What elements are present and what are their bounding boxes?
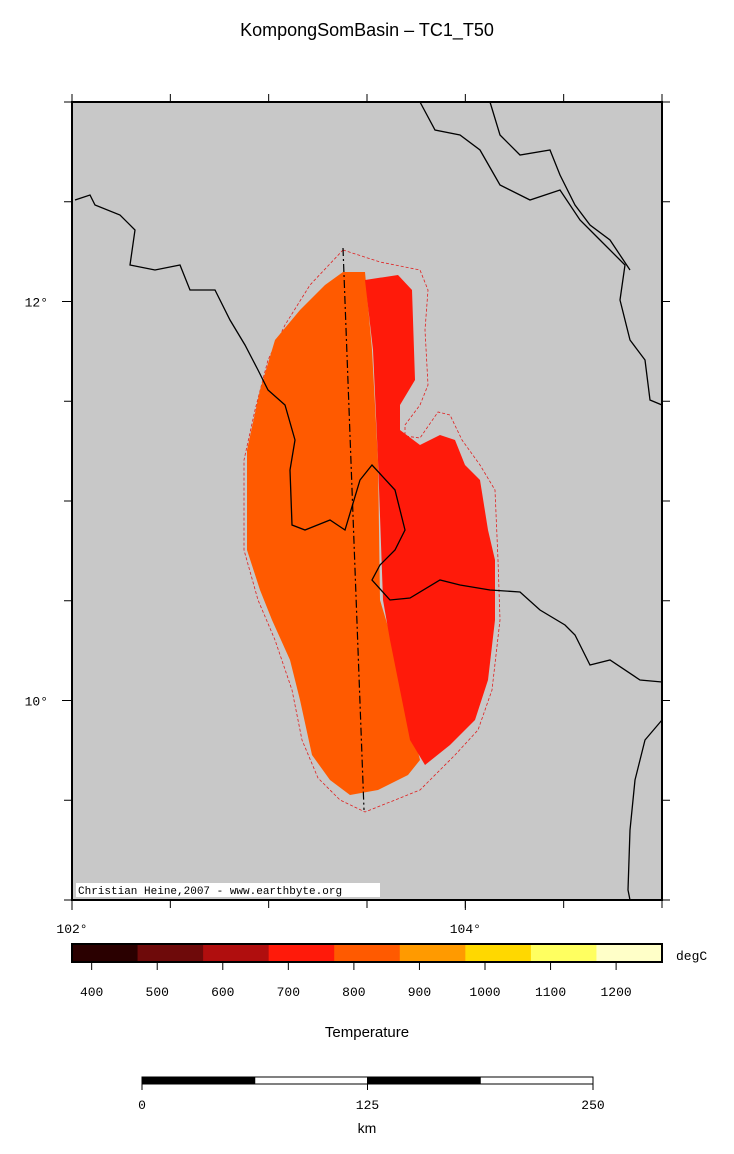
scalebar-segment xyxy=(254,1076,368,1085)
colorbar-tick-label: 1000 xyxy=(469,985,500,1000)
scalebar-segment xyxy=(367,1076,481,1085)
credit: Christian Heine,2007 - www.earthbyte.org xyxy=(78,886,342,898)
scalebar-segment xyxy=(141,1076,256,1085)
temperature-800 xyxy=(247,272,420,795)
title: KompongSomBasin – TC1_T50 xyxy=(240,20,494,41)
scalebar: km 0 125 250 xyxy=(138,1076,605,1136)
outline-dashed xyxy=(243,249,501,813)
temperature-700 xyxy=(365,275,495,765)
colorbar-swatch xyxy=(203,944,270,962)
colorbar-swatch xyxy=(72,944,139,962)
colorbar-tick-label: 1100 xyxy=(535,985,566,1000)
colorbar-tick-label: 600 xyxy=(211,985,234,1000)
scalebar-tick-label: 250 xyxy=(581,1098,604,1113)
colorbar-tick-label: 900 xyxy=(408,985,431,1000)
colorbar-swatch xyxy=(465,944,532,962)
lon-tick-label: 102° xyxy=(56,922,87,937)
scalebar-unit: km xyxy=(358,1120,377,1136)
colorbar-tick-label: 700 xyxy=(277,985,300,1000)
credit-box xyxy=(76,883,380,897)
colorbar-tick-label: 1200 xyxy=(601,985,632,1000)
scalebar-tick-label: 125 xyxy=(356,1098,379,1113)
colorbar-swatch xyxy=(268,944,335,962)
colorbar-swatch xyxy=(137,944,204,962)
colorbar: degC Temperature 400 500 600 700 800 900 1000 1… xyxy=(71,943,707,1041)
colorbar-swatch xyxy=(530,944,597,962)
map-ticks: 102° 104° 12° 10° xyxy=(25,94,670,937)
colorbar-tick-label: 800 xyxy=(342,985,365,1000)
colorbar-swatch xyxy=(596,944,663,962)
colorbar-tick-label: 400 xyxy=(80,985,103,1000)
colorbar-swatch xyxy=(334,944,401,962)
lat-tick-label: 10° xyxy=(25,695,48,710)
colorbar-frame xyxy=(71,943,663,963)
scalebar-segment xyxy=(479,1076,594,1085)
scalebar-tick-label: 0 xyxy=(138,1098,146,1113)
map-area: Christian Heine,2007 - www.earthbyte.org xyxy=(71,101,663,901)
coastlines xyxy=(74,101,663,901)
lat-tick-label: 12° xyxy=(25,296,48,311)
colorbar-title: Temperature xyxy=(325,1024,409,1041)
colorbar-unit: degC xyxy=(676,949,707,964)
colorbar-tick-label: 500 xyxy=(146,985,169,1000)
lon-tick-label: 104° xyxy=(450,922,481,937)
section-line xyxy=(342,247,365,811)
colorbar-swatch xyxy=(399,944,466,962)
